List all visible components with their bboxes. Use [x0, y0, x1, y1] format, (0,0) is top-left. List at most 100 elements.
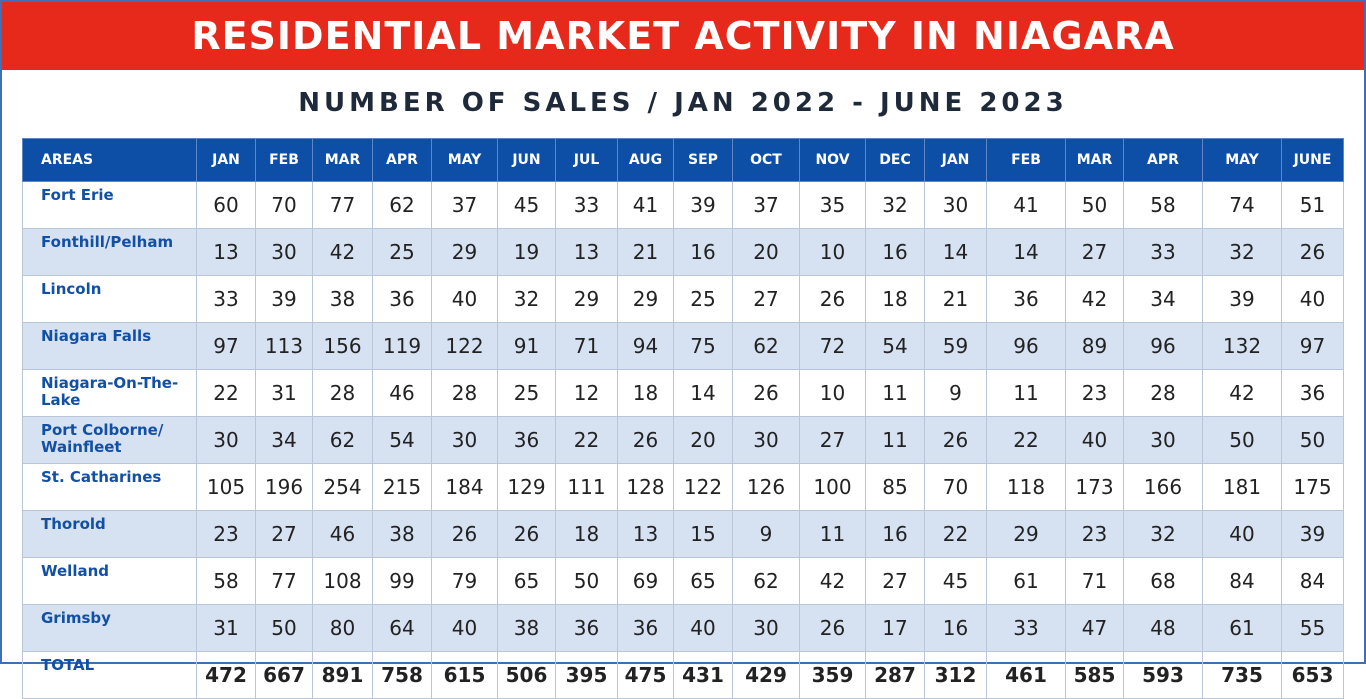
sales-cell: 29: [431, 228, 498, 276]
sales-cell: 20: [732, 228, 800, 276]
sales-cell: 36: [372, 275, 432, 323]
sales-cell: 75: [673, 322, 733, 370]
sales-cell: 39: [1202, 275, 1282, 323]
sales-cell: 119: [372, 322, 432, 370]
sales-cell: 254: [312, 463, 373, 511]
sales-cell: 18: [617, 369, 674, 417]
sales-cell: 22: [196, 369, 256, 417]
total-cell: 667: [255, 651, 313, 699]
sales-cell: 34: [255, 416, 313, 464]
total-cell: 472: [196, 651, 256, 699]
column-header: MAR: [312, 138, 373, 182]
total-cell: 735: [1202, 651, 1282, 699]
area-name: Niagara-On-The-Lake: [22, 369, 197, 417]
sales-cell: 26: [497, 510, 556, 558]
sales-cell: 23: [1065, 369, 1124, 417]
table-row: Welland 58 77 108 99 79 65 50 69 65 62 42 27 45 61 71 68…: [22, 557, 1344, 605]
sales-cell: 184: [431, 463, 498, 511]
sales-cell: 18: [555, 510, 618, 558]
sales-cell: 79: [431, 557, 498, 605]
sales-cell: 40: [673, 604, 733, 652]
sales-cell: 16: [924, 604, 987, 652]
sales-cell: 62: [372, 181, 432, 229]
sales-cell: 29: [555, 275, 618, 323]
total-cell: 431: [673, 651, 733, 699]
sales-cell: 11: [799, 510, 866, 558]
sales-cell: 42: [799, 557, 866, 605]
sales-cell: 31: [196, 604, 256, 652]
total-cell: 287: [865, 651, 925, 699]
sales-cell: 38: [497, 604, 556, 652]
sales-cell: 51: [1281, 181, 1344, 229]
total-cell: 475: [617, 651, 674, 699]
table-row: Fort Erie 60 70 77 62 37 45 33 41 39 37 35 32 30 41 50 5…: [22, 181, 1344, 229]
sales-cell: 40: [1065, 416, 1124, 464]
sales-cell: 22: [986, 416, 1066, 464]
sales-cell: 25: [673, 275, 733, 323]
sales-cell: 31: [255, 369, 313, 417]
sales-cell: 18: [865, 275, 925, 323]
column-header-areas: AREAS: [22, 138, 197, 182]
sales-cell: 62: [732, 557, 800, 605]
sales-cell: 166: [1123, 463, 1203, 511]
sales-cell: 33: [986, 604, 1066, 652]
sales-cell: 196: [255, 463, 313, 511]
sales-cell: 27: [732, 275, 800, 323]
column-header: APR: [1123, 138, 1203, 182]
sales-cell: 11: [865, 369, 925, 417]
total-cell: 585: [1065, 651, 1124, 699]
sales-cell: 25: [497, 369, 556, 417]
sales-cell: 132: [1202, 322, 1282, 370]
sales-cell: 59: [924, 322, 987, 370]
sales-cell: 42: [312, 228, 373, 276]
sales-cell: 118: [986, 463, 1066, 511]
sales-cell: 64: [372, 604, 432, 652]
sales-cell: 33: [1123, 228, 1203, 276]
sales-cell: 97: [196, 322, 256, 370]
sales-cell: 65: [497, 557, 556, 605]
sales-cell: 26: [1281, 228, 1344, 276]
sales-cell: 46: [312, 510, 373, 558]
sales-cell: 175: [1281, 463, 1344, 511]
sales-cell: 23: [1065, 510, 1124, 558]
sales-cell: 40: [431, 275, 498, 323]
sales-cell: 111: [555, 463, 618, 511]
sales-cell: 89: [1065, 322, 1124, 370]
sales-cell: 16: [673, 228, 733, 276]
sales-cell: 34: [1123, 275, 1203, 323]
sales-cell: 47: [1065, 604, 1124, 652]
sales-cell: 13: [617, 510, 674, 558]
sales-cell: 50: [1202, 416, 1282, 464]
sales-cell: 38: [372, 510, 432, 558]
sales-cell: 50: [1281, 416, 1344, 464]
sales-cell: 72: [799, 322, 866, 370]
sales-cell: 42: [1065, 275, 1124, 323]
sales-cell: 36: [497, 416, 556, 464]
total-cell: 615: [431, 651, 498, 699]
sales-cell: 38: [312, 275, 373, 323]
sales-cell: 14: [673, 369, 733, 417]
sales-cell: 84: [1202, 557, 1282, 605]
sales-cell: 36: [555, 604, 618, 652]
sales-cell: 26: [732, 369, 800, 417]
sales-cell: 50: [555, 557, 618, 605]
sales-table: AREAS JAN FEB MAR APR MAY JUN JUL AUG SEP OCT NOV D…: [22, 138, 1344, 699]
total-cell: 312: [924, 651, 987, 699]
column-header: MAR: [1065, 138, 1124, 182]
sales-cell: 28: [431, 369, 498, 417]
sales-cell: 181: [1202, 463, 1282, 511]
sales-cell: 21: [617, 228, 674, 276]
area-name: Welland: [22, 557, 197, 605]
total-label: TOTAL: [22, 651, 197, 699]
sales-cell: 42: [1202, 369, 1282, 417]
column-header: JAN: [924, 138, 987, 182]
table-row: Port Colborne/ Wainfleet 30 34 62 54 30 36 22 26…: [22, 416, 1344, 464]
sales-cell: 22: [555, 416, 618, 464]
sales-cell: 85: [865, 463, 925, 511]
column-header: JAN: [196, 138, 256, 182]
sales-cell: 11: [986, 369, 1066, 417]
table-row: Grimsby 31 50 80 64 40 38 36 36 40 30 26 17 16 33 47 48 6…: [22, 604, 1344, 652]
total-cell: 429: [732, 651, 800, 699]
sales-cell: 25: [372, 228, 432, 276]
